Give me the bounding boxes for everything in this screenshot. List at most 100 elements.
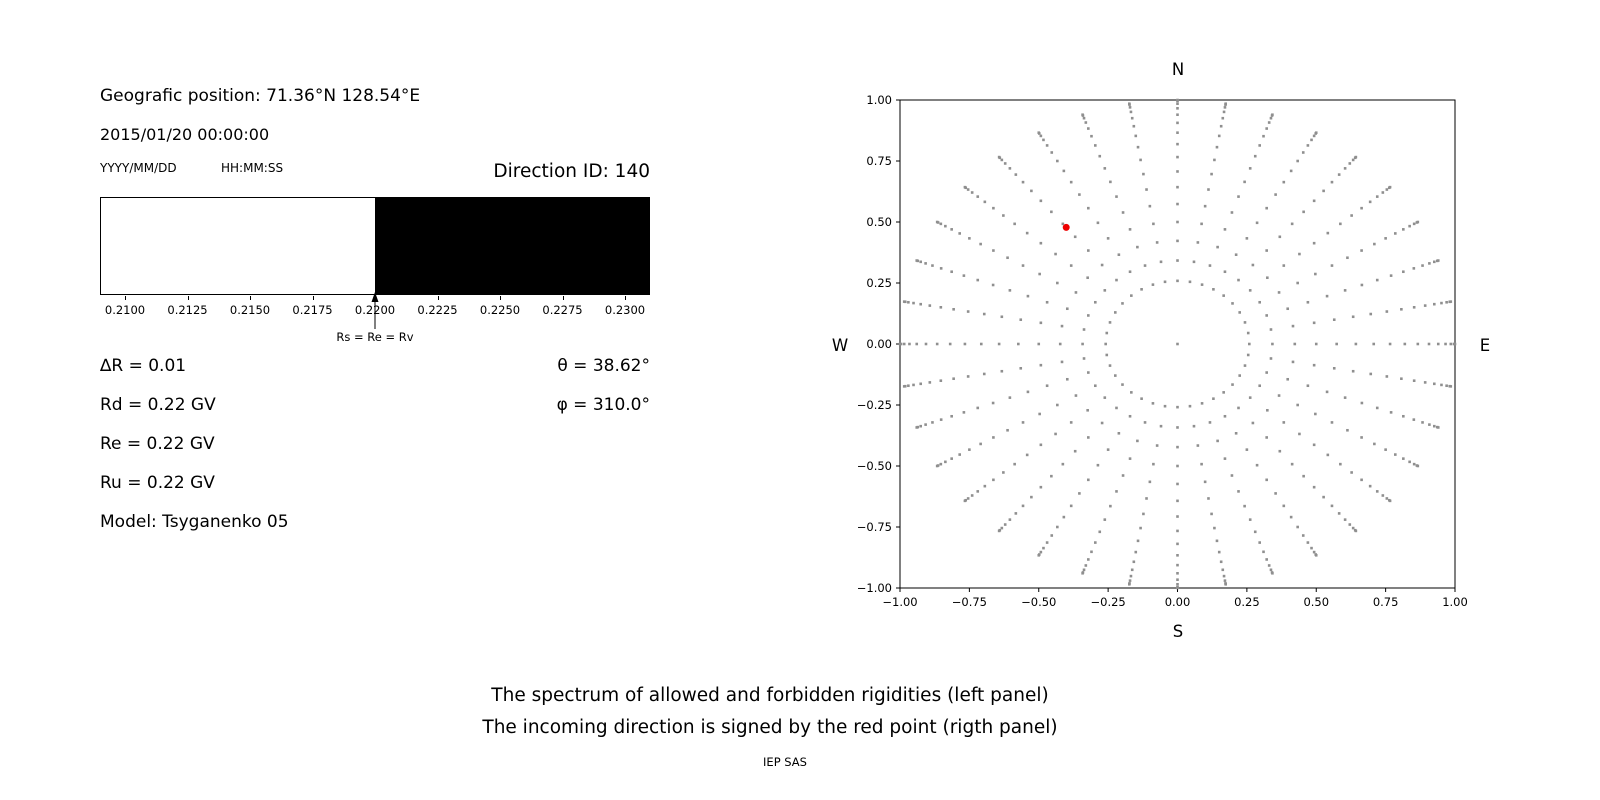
y-tick-label: −0.75 (857, 520, 892, 534)
direction-dot (997, 529, 1001, 533)
direction-dot (1128, 106, 1132, 109)
direction-dot (1215, 145, 1219, 149)
direction-dot (1210, 172, 1213, 176)
direction-dot (1021, 421, 1025, 424)
direction-dot (1188, 280, 1192, 284)
direction-dot (1248, 342, 1251, 346)
direction-dot (1176, 121, 1179, 125)
direction-dot (1258, 300, 1261, 304)
direction-dot (1061, 222, 1065, 226)
direction-dot (962, 274, 966, 277)
direction-dot (1360, 206, 1363, 210)
direction-dot (1332, 367, 1336, 370)
direction-dot (1148, 204, 1152, 208)
direction-dot (979, 342, 983, 346)
direction-dot (1128, 102, 1131, 106)
direction-dot (939, 418, 943, 421)
direction-dot (1289, 169, 1293, 173)
direction-dot (1360, 478, 1363, 482)
direction-dot (1050, 151, 1054, 154)
direction-dot (1030, 495, 1033, 499)
direction-dot (1065, 307, 1069, 311)
direction-dot (1277, 291, 1281, 294)
direction-dot (1325, 294, 1329, 298)
direction-dot (1163, 280, 1167, 284)
direction-dot (1248, 167, 1252, 170)
direction-dot (1269, 328, 1273, 331)
direction-dot (979, 242, 982, 246)
direction-dot (1115, 406, 1118, 410)
direction-dot (1136, 145, 1140, 149)
direction-dot (912, 383, 915, 387)
direction-dot (1351, 369, 1355, 373)
direction-dot (1421, 264, 1424, 267)
direction-dot (1302, 210, 1305, 214)
direction-dot (1440, 383, 1443, 387)
direction-dot (1400, 307, 1403, 311)
y-tick-label: −0.50 (857, 459, 892, 473)
direction-dot (1445, 384, 1448, 388)
direction-dot (1136, 245, 1139, 249)
y-tick-label: 0.00 (866, 337, 892, 351)
direction-dot (1026, 294, 1030, 298)
direction-dot (1039, 363, 1043, 367)
direction-dot (1290, 222, 1294, 226)
direction-dot (1385, 375, 1389, 378)
direction-dot (1266, 408, 1269, 412)
delta-r-value: ∆R = 0.01 (100, 356, 187, 376)
direction-dot (1436, 342, 1440, 346)
direction-dot (1394, 232, 1397, 235)
direction-dot (1412, 379, 1416, 382)
direction-dot (1360, 401, 1364, 405)
direction-dot (1423, 381, 1427, 384)
direction-dot (1128, 582, 1131, 586)
direction-dot (992, 206, 995, 210)
direction-dot (1207, 188, 1210, 191)
direction-dot (1265, 558, 1268, 561)
direction-dot (1121, 474, 1125, 477)
direction-dot (1050, 534, 1054, 537)
direction-dot (1360, 436, 1363, 439)
direction-dot (1014, 173, 1018, 176)
spectrum-tick-label: 0.2275 (542, 303, 583, 317)
direction-dot (1130, 391, 1133, 394)
direction-dot (1200, 462, 1203, 466)
direction-dot (1251, 263, 1255, 267)
direction-dot (912, 301, 915, 305)
direction-dot (1312, 199, 1316, 203)
direction-dot (1108, 364, 1112, 367)
direction-dot (997, 342, 1001, 346)
direction-dot (1139, 526, 1142, 530)
direction-dot (1082, 568, 1086, 572)
direction-dot (1412, 222, 1416, 226)
ru-value: Ru = 0.22 GV (100, 473, 215, 493)
direction-dot (1293, 342, 1297, 346)
direction-dot (968, 448, 971, 451)
x-tick-label: 0.50 (1303, 595, 1329, 609)
direction-dot (966, 310, 970, 313)
direction-dot (1350, 214, 1353, 217)
direction-dot (1054, 252, 1057, 256)
direction-dot (1269, 116, 1273, 120)
direction-dot (1056, 403, 1059, 407)
direction-dot (944, 224, 947, 228)
direction-dot (1039, 134, 1043, 138)
y-tick-label: 1.00 (866, 93, 892, 107)
direction-dot (983, 484, 987, 488)
direction-dot (1109, 180, 1112, 184)
direction-dot (1215, 539, 1219, 543)
x-tick-label: 0.25 (1234, 595, 1260, 609)
direction-dot (1037, 554, 1041, 557)
direction-dot (1176, 220, 1179, 224)
direction-dot (902, 342, 906, 346)
direction-dot (1132, 560, 1136, 564)
direction-dot (1103, 289, 1107, 292)
direction-dot (939, 222, 943, 226)
direction-dot (1389, 411, 1393, 414)
direction-dot (1213, 526, 1216, 530)
direction-dot (1412, 462, 1416, 466)
direction-dot (1006, 256, 1009, 260)
direction-dot (963, 185, 967, 189)
direction-dot (1106, 448, 1110, 451)
direction-dot (952, 377, 955, 381)
